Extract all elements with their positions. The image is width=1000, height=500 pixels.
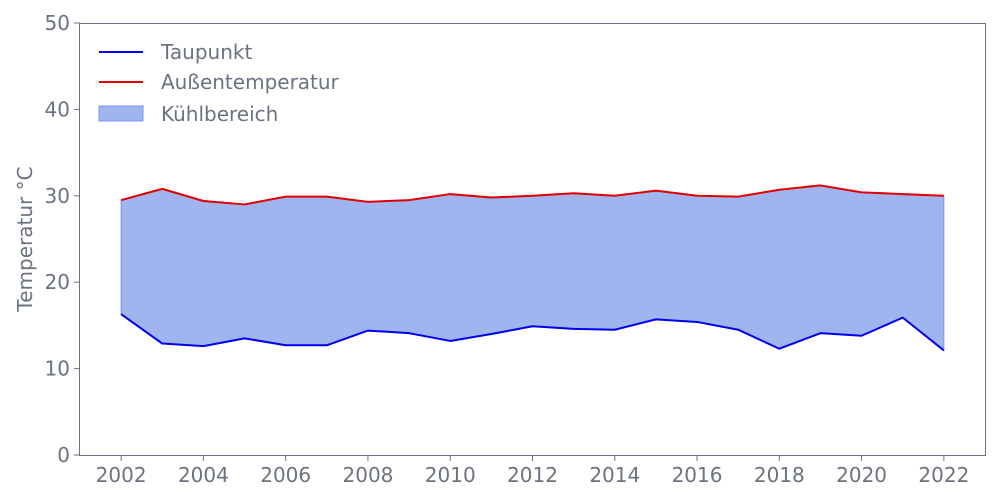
x-tick-label: 2014 xyxy=(589,463,640,487)
legend-swatch-kuehlbereich xyxy=(98,105,144,122)
series-line-aussentemperatur xyxy=(120,184,944,206)
x-tick-label: 2022 xyxy=(918,463,969,487)
x-tick-label: 2018 xyxy=(754,463,805,487)
x-tick-label: 2008 xyxy=(343,463,394,487)
y-tick-label: 40 xyxy=(45,97,70,121)
legend-label-aussentemperatur: Außentemperatur xyxy=(161,70,340,94)
x-tick-label: 2004 xyxy=(178,463,229,487)
tick-layer: 2002 2004 2006 2008 2010 2012 2014 2016 2018 2020… xyxy=(45,11,970,487)
x-tick-label: 2016 xyxy=(672,463,723,487)
x-tick-label: 2010 xyxy=(425,463,476,487)
legend-label-kuehlbereich: Kühlbereich xyxy=(161,102,278,126)
line-layer xyxy=(120,184,945,352)
y-tick-label: 20 xyxy=(45,270,70,294)
y-tick-label: 30 xyxy=(45,184,70,208)
y-axis-label: Temperatur °C xyxy=(13,166,37,312)
x-tick-label: 2002 xyxy=(96,463,147,487)
legend: Taupunkt Außentemperatur Kühlbereich xyxy=(98,40,340,126)
y-tick-label: 0 xyxy=(57,443,70,467)
x-tick-label: 2006 xyxy=(260,463,311,487)
y-tick-label: 50 xyxy=(45,11,70,35)
x-tick-label: 2012 xyxy=(507,463,558,487)
series-line-taupunkt xyxy=(120,313,945,352)
legend-label-taupunkt: Taupunkt xyxy=(160,40,252,64)
x-tick-label: 2020 xyxy=(836,463,887,487)
y-tick-label: 10 xyxy=(45,357,70,381)
